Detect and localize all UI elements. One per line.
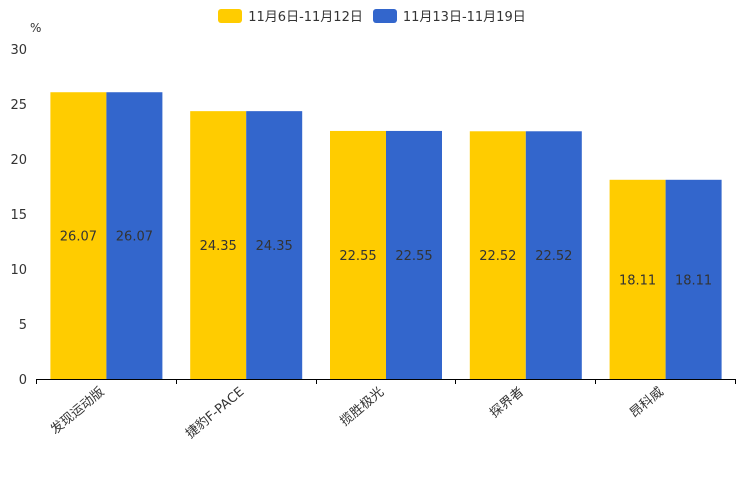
y-tick-label: 30 xyxy=(10,43,27,58)
x-tick-label-5: 昂科威 xyxy=(627,385,667,422)
data-label-series-1-5: 18.11 xyxy=(619,273,656,288)
bar-series-2-1 xyxy=(106,92,163,379)
bar-series-2-2 xyxy=(246,111,303,380)
legend-label-series-2: 11月13日-11月19日 xyxy=(402,10,526,25)
data-label-series-2-3: 22.55 xyxy=(395,249,432,264)
data-label-series-1-3: 22.55 xyxy=(339,249,376,264)
y-tick-label: 15 xyxy=(10,208,27,223)
y-tick-label: 25 xyxy=(10,98,27,113)
bar-series-2-4 xyxy=(525,131,582,379)
bar-series-1-4 xyxy=(469,131,526,379)
legend-swatch-series-2 xyxy=(372,8,397,23)
data-label-series-2-2: 24.35 xyxy=(256,239,293,254)
legend-item-series-2[interactable]: 11月13日-11月19日 xyxy=(372,6,526,25)
legend-label-series-1: 11月6日-11月12日 xyxy=(248,10,363,25)
x-tick-label-3: 揽胜极光 xyxy=(337,384,387,430)
data-label-series-2-1: 26.07 xyxy=(116,230,153,245)
x-tick-label-2: 捷豹F-PACE xyxy=(183,385,247,442)
y-tick-label: 10 xyxy=(10,263,27,278)
y-axis-unit-label: % xyxy=(30,21,42,35)
legend-swatch-series-1 xyxy=(218,8,243,23)
data-label-series-1-1: 26.07 xyxy=(60,230,97,245)
data-label-series-1-4: 22.52 xyxy=(479,249,516,264)
y-tick-label: 5 xyxy=(19,318,27,333)
y-tick-label: 0 xyxy=(19,373,27,388)
bar-series-1-5 xyxy=(609,179,666,379)
bar-series-1-1 xyxy=(50,92,107,379)
data-label-series-2-4: 22.52 xyxy=(535,249,572,264)
data-label-series-2-5: 18.11 xyxy=(675,273,712,288)
bar-series-1-3 xyxy=(330,130,386,379)
y-tick-label: 20 xyxy=(10,153,27,168)
bar-series-2-5 xyxy=(665,179,722,379)
data-label-series-1-2: 24.35 xyxy=(200,239,237,254)
x-tick-label-1: 发现运动版 xyxy=(47,384,107,438)
chart-legend: 11月6日-11月12日 11月13日-11月19日 xyxy=(0,6,744,25)
x-tick-label-4: 探界者 xyxy=(487,385,527,422)
bar-series-2-3 xyxy=(386,130,442,379)
legend-item-series-1[interactable]: 11月6日-11月12日 xyxy=(218,6,363,25)
bar-series-1-2 xyxy=(190,111,247,380)
